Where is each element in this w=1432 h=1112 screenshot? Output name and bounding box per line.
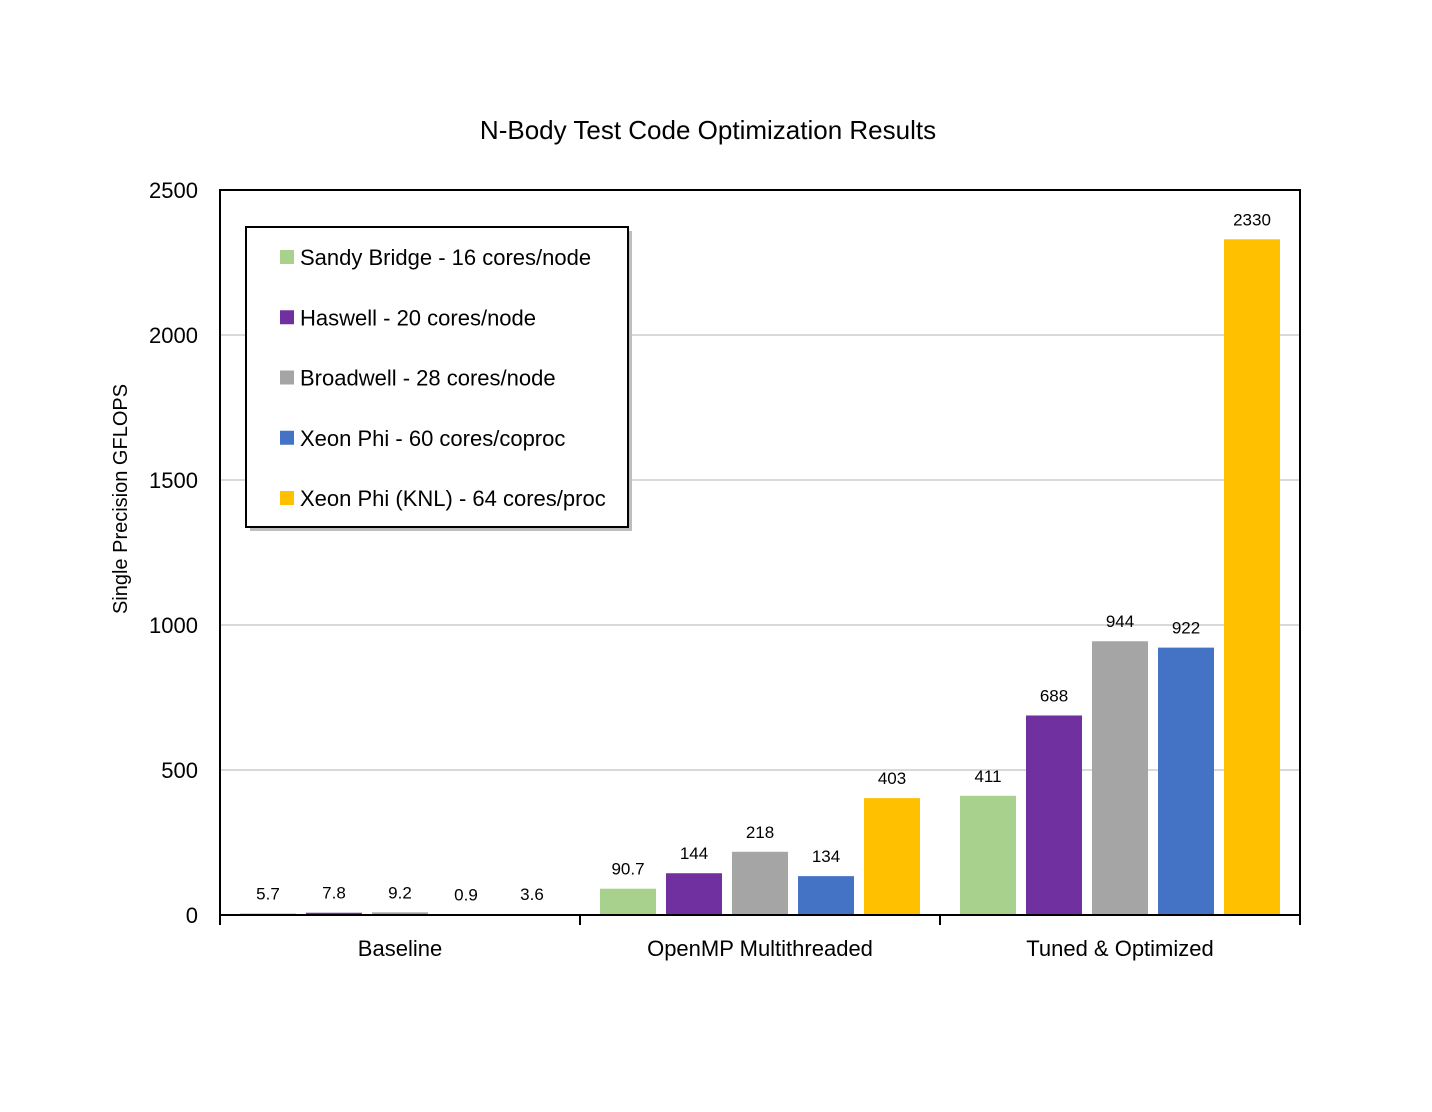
bar: [1026, 715, 1082, 915]
data-label: 7.8: [322, 884, 346, 903]
x-category-label: Baseline: [358, 936, 442, 961]
legend-label: Broadwell - 28 cores/node: [300, 366, 556, 391]
bar: [1092, 641, 1148, 915]
data-label: 9.2: [388, 883, 412, 902]
legend-label: Haswell - 20 cores/node: [300, 305, 536, 330]
data-label: 134: [812, 847, 840, 866]
bar: [1224, 239, 1280, 915]
bar: [1158, 648, 1214, 915]
legend-label: Xeon Phi - 60 cores/coproc: [300, 426, 565, 451]
x-axis: Baseline OpenMP Multithreaded Tuned & Opti…: [220, 915, 1300, 961]
bar: [732, 852, 788, 915]
legend-label: Xeon Phi (KNL) - 64 cores/proc: [300, 486, 606, 511]
bar: [960, 796, 1016, 915]
y-tick-label: 2500: [149, 178, 198, 203]
data-label: 0.9: [454, 886, 478, 905]
data-label: 922: [1172, 619, 1200, 638]
legend: Sandy Bridge - 16 cores/node Haswell - 20…: [246, 227, 632, 531]
legend-swatch: [280, 310, 294, 324]
y-tick-label: 500: [161, 758, 198, 783]
data-label: 688: [1040, 686, 1068, 705]
x-category-label: Tuned & Optimized: [1026, 936, 1214, 961]
chart-title: N-Body Test Code Optimization Results: [480, 115, 936, 145]
data-label: 403: [878, 769, 906, 788]
data-label: 411: [974, 767, 1001, 786]
bar: [864, 798, 920, 915]
y-tick-label: 1500: [149, 468, 198, 493]
data-label: 218: [746, 823, 774, 842]
legend-swatch: [280, 491, 294, 505]
bar: [600, 889, 656, 915]
data-label: 5.7: [256, 884, 280, 903]
y-axis-ticks: 0 500 1000 1500 2000 2500: [149, 178, 198, 928]
data-label: 3.6: [520, 885, 544, 904]
legend-swatch: [280, 431, 294, 445]
legend-label: Sandy Bridge - 16 cores/node: [300, 245, 591, 270]
data-label: 2330: [1233, 210, 1271, 229]
data-label: 144: [680, 844, 708, 863]
y-tick-label: 1000: [149, 613, 198, 638]
x-category-label: OpenMP Multithreaded: [647, 936, 873, 961]
y-axis-label: Single Precision GFLOPS: [110, 384, 132, 614]
legend-swatch: [280, 250, 294, 264]
legend-swatch: [280, 371, 294, 385]
bar: [666, 873, 722, 915]
data-label: 90.7: [611, 860, 644, 879]
y-tick-label: 0: [186, 903, 198, 928]
data-label: 944: [1106, 612, 1134, 631]
y-tick-label: 2000: [149, 323, 198, 348]
bar: [798, 876, 854, 915]
